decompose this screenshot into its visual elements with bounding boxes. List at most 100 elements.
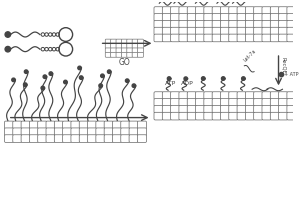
FancyBboxPatch shape <box>104 135 113 142</box>
FancyBboxPatch shape <box>179 34 188 42</box>
FancyBboxPatch shape <box>137 48 143 53</box>
FancyBboxPatch shape <box>237 92 246 99</box>
FancyBboxPatch shape <box>262 92 271 99</box>
FancyBboxPatch shape <box>162 34 171 42</box>
Circle shape <box>132 84 136 87</box>
Circle shape <box>99 84 102 87</box>
FancyBboxPatch shape <box>237 20 246 28</box>
FancyBboxPatch shape <box>270 7 279 14</box>
FancyBboxPatch shape <box>187 105 196 113</box>
FancyBboxPatch shape <box>279 92 288 99</box>
Circle shape <box>184 77 188 80</box>
FancyBboxPatch shape <box>116 39 122 44</box>
FancyBboxPatch shape <box>137 121 146 129</box>
FancyBboxPatch shape <box>187 20 196 28</box>
FancyBboxPatch shape <box>187 99 196 106</box>
FancyBboxPatch shape <box>229 27 238 35</box>
FancyBboxPatch shape <box>245 34 254 42</box>
FancyBboxPatch shape <box>196 105 205 113</box>
FancyBboxPatch shape <box>154 20 163 28</box>
FancyBboxPatch shape <box>171 112 180 120</box>
FancyBboxPatch shape <box>229 112 238 120</box>
FancyBboxPatch shape <box>237 7 246 14</box>
FancyBboxPatch shape <box>245 112 254 120</box>
FancyBboxPatch shape <box>111 52 117 57</box>
FancyBboxPatch shape <box>287 112 296 120</box>
FancyBboxPatch shape <box>279 20 288 28</box>
FancyBboxPatch shape <box>122 44 127 48</box>
FancyBboxPatch shape <box>279 105 288 113</box>
FancyBboxPatch shape <box>254 7 263 14</box>
FancyBboxPatch shape <box>122 48 127 53</box>
FancyBboxPatch shape <box>179 99 188 106</box>
FancyBboxPatch shape <box>132 48 138 53</box>
FancyBboxPatch shape <box>171 99 180 106</box>
FancyBboxPatch shape <box>154 7 163 14</box>
FancyBboxPatch shape <box>105 44 111 48</box>
FancyBboxPatch shape <box>111 44 117 48</box>
FancyBboxPatch shape <box>162 14 171 21</box>
FancyBboxPatch shape <box>287 105 296 113</box>
FancyBboxPatch shape <box>96 128 105 136</box>
FancyBboxPatch shape <box>13 121 22 129</box>
FancyBboxPatch shape <box>179 105 188 113</box>
FancyBboxPatch shape <box>137 135 146 142</box>
FancyBboxPatch shape <box>88 121 97 129</box>
Circle shape <box>12 78 15 82</box>
FancyBboxPatch shape <box>204 92 213 99</box>
FancyBboxPatch shape <box>122 52 127 57</box>
FancyBboxPatch shape <box>88 128 97 136</box>
FancyBboxPatch shape <box>220 20 230 28</box>
FancyBboxPatch shape <box>29 121 38 129</box>
FancyBboxPatch shape <box>237 34 246 42</box>
FancyBboxPatch shape <box>270 99 279 106</box>
FancyBboxPatch shape <box>71 121 80 129</box>
FancyBboxPatch shape <box>116 44 122 48</box>
FancyBboxPatch shape <box>13 135 22 142</box>
FancyBboxPatch shape <box>79 121 88 129</box>
FancyBboxPatch shape <box>162 105 171 113</box>
FancyBboxPatch shape <box>171 7 180 14</box>
FancyBboxPatch shape <box>116 52 122 57</box>
Text: GO: GO <box>118 58 130 67</box>
FancyBboxPatch shape <box>262 14 271 21</box>
Circle shape <box>5 32 10 37</box>
FancyBboxPatch shape <box>71 128 80 136</box>
FancyBboxPatch shape <box>229 20 238 28</box>
Text: Let-7a: Let-7a <box>242 48 257 63</box>
FancyBboxPatch shape <box>21 128 30 136</box>
FancyBboxPatch shape <box>162 99 171 106</box>
FancyBboxPatch shape <box>46 121 55 129</box>
FancyBboxPatch shape <box>129 121 138 129</box>
Circle shape <box>107 70 111 73</box>
FancyBboxPatch shape <box>287 99 296 106</box>
FancyBboxPatch shape <box>96 121 105 129</box>
FancyBboxPatch shape <box>38 128 47 136</box>
FancyBboxPatch shape <box>127 44 133 48</box>
Circle shape <box>64 80 67 84</box>
FancyBboxPatch shape <box>171 34 180 42</box>
FancyBboxPatch shape <box>204 14 213 21</box>
FancyBboxPatch shape <box>171 27 180 35</box>
FancyBboxPatch shape <box>127 48 133 53</box>
FancyBboxPatch shape <box>262 99 271 106</box>
FancyBboxPatch shape <box>187 27 196 35</box>
Circle shape <box>202 77 205 80</box>
FancyBboxPatch shape <box>162 27 171 35</box>
FancyBboxPatch shape <box>63 121 72 129</box>
FancyBboxPatch shape <box>204 34 213 42</box>
FancyBboxPatch shape <box>196 14 205 21</box>
FancyBboxPatch shape <box>105 48 111 53</box>
FancyBboxPatch shape <box>21 135 30 142</box>
FancyBboxPatch shape <box>162 20 171 28</box>
Circle shape <box>221 77 225 80</box>
FancyBboxPatch shape <box>105 39 111 44</box>
FancyBboxPatch shape <box>127 52 133 57</box>
FancyBboxPatch shape <box>262 112 271 120</box>
FancyBboxPatch shape <box>179 14 188 21</box>
FancyBboxPatch shape <box>287 34 296 42</box>
FancyBboxPatch shape <box>212 92 221 99</box>
FancyBboxPatch shape <box>121 128 130 136</box>
Circle shape <box>78 66 81 70</box>
FancyBboxPatch shape <box>116 48 122 53</box>
